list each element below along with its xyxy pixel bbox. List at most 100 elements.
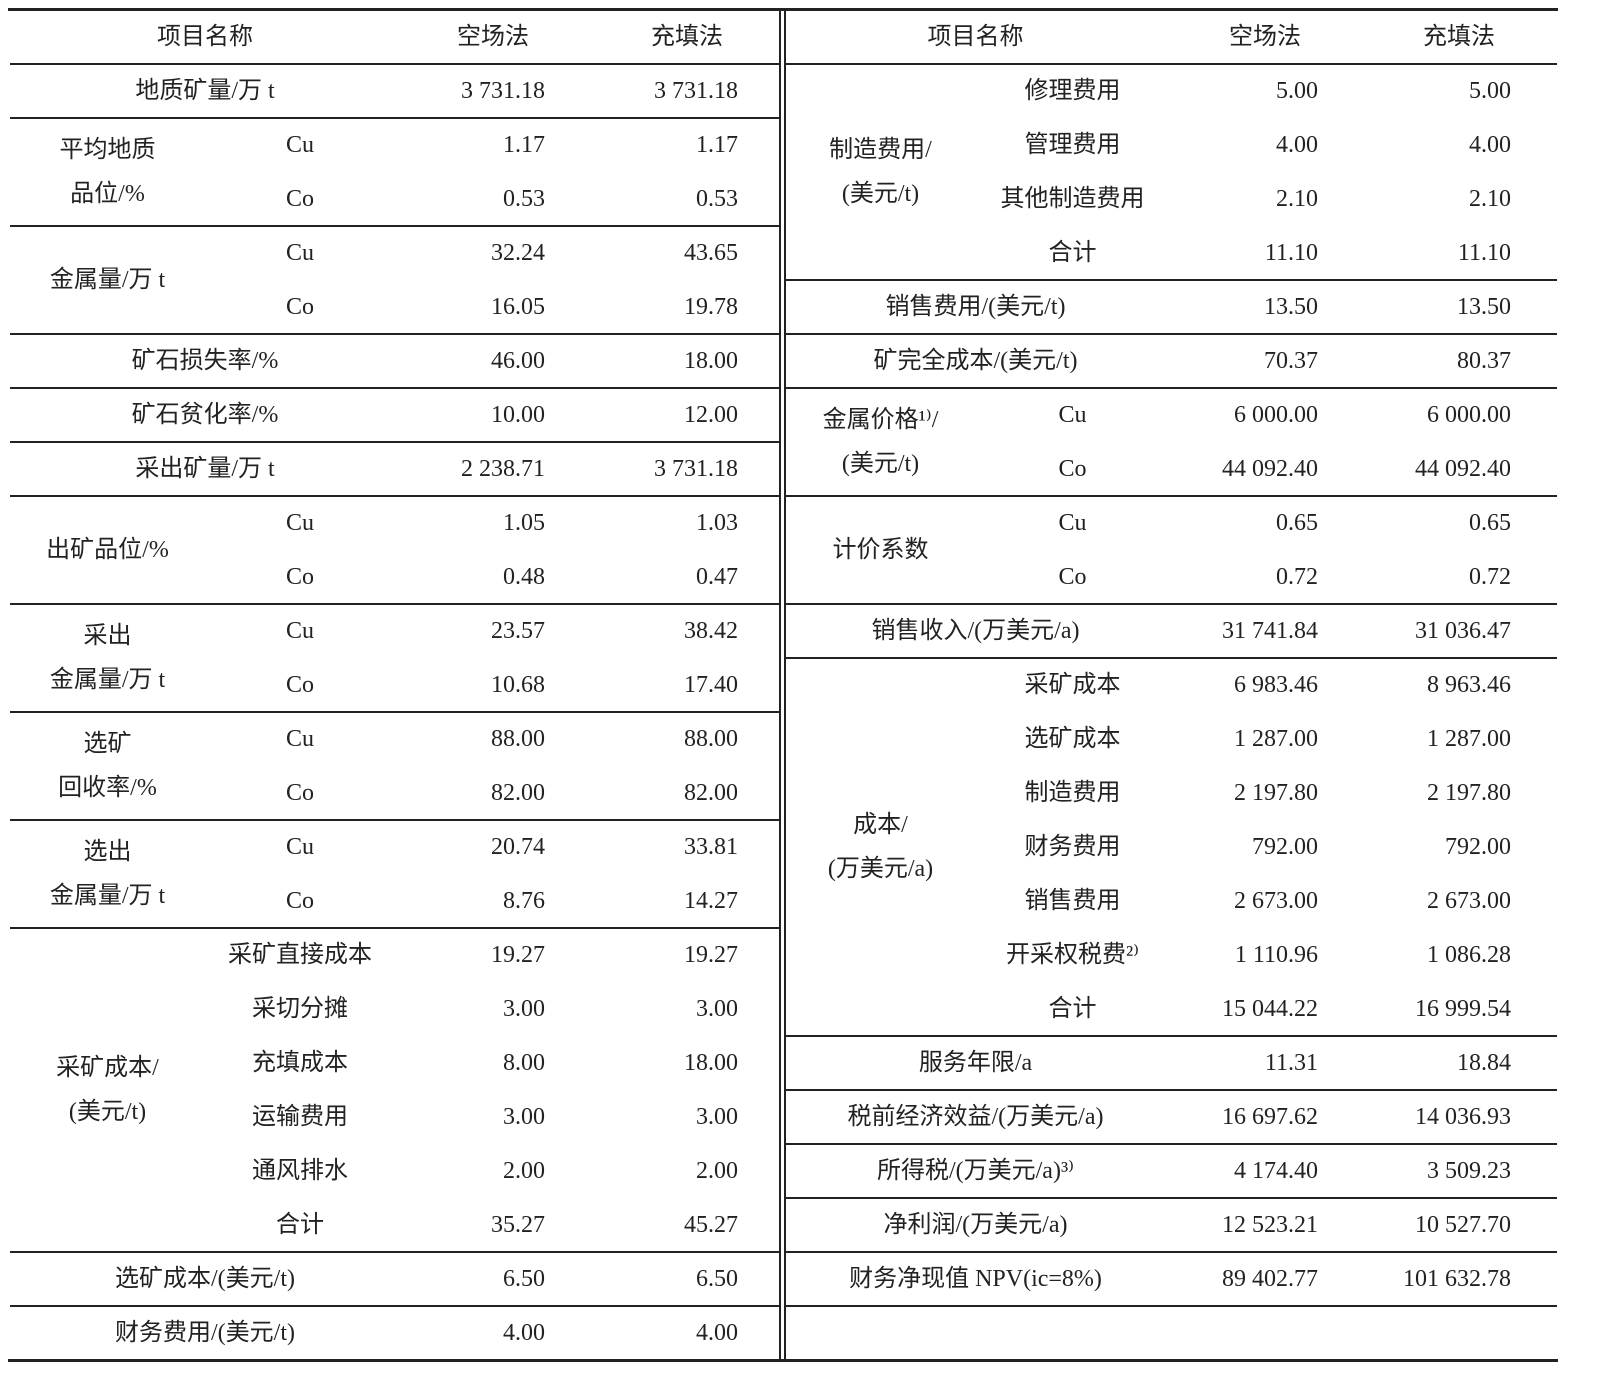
sub-label: Co: [285, 780, 314, 806]
sub-label: 开采权税费²⁾: [1005, 942, 1140, 968]
row-label: 采出矿量/万 t: [135, 456, 275, 482]
value-cell: 3.00: [696, 1104, 738, 1130]
value-cell: 1.17: [696, 132, 738, 158]
value-cell: 3 731.18: [654, 78, 738, 104]
value-cell: 35.27: [491, 1212, 545, 1238]
value-cell: 3 731.18: [461, 78, 545, 104]
value-cell: 19.27: [491, 942, 545, 968]
row-rule: [786, 1143, 1557, 1145]
sub-label: Co: [285, 888, 314, 914]
value-cell: 19.78: [684, 294, 738, 320]
value-cell: 16 999.54: [1415, 996, 1511, 1022]
value-cell: 11.10: [1457, 240, 1511, 266]
header-cell: 空场法: [1229, 24, 1301, 50]
value-cell: 18.84: [1457, 1050, 1511, 1076]
value-cell: 0.47: [696, 564, 738, 590]
row-rule: [786, 387, 1557, 389]
sub-label: Co: [1058, 456, 1087, 482]
header-cell: 项目名称: [927, 24, 1024, 50]
value-cell: 14 036.93: [1415, 1104, 1511, 1130]
row-rule: [786, 1035, 1557, 1037]
row-rule: [10, 819, 780, 821]
value-cell: 12.00: [684, 402, 738, 428]
row-label: 税前经济效益/(万美元/a): [847, 1104, 1104, 1130]
value-cell: 6.50: [696, 1266, 738, 1292]
value-cell: 14.27: [684, 888, 738, 914]
value-cell: 44 092.40: [1415, 456, 1511, 482]
value-cell: 6 000.00: [1234, 402, 1318, 428]
sub-label: Cu: [285, 510, 314, 536]
sub-label: Cu: [285, 618, 314, 644]
value-cell: 0.53: [696, 186, 738, 212]
row-label: 出矿品位/%: [46, 537, 169, 563]
row-label: 矿完全成本/(美元/t): [873, 348, 1078, 374]
header-rule: [786, 63, 1557, 65]
value-cell: 2 238.71: [461, 456, 545, 482]
sub-label: Co: [285, 564, 314, 590]
value-cell: 31 036.47: [1415, 618, 1511, 644]
row-rule: [10, 117, 780, 119]
bottom-rule: [8, 1359, 1558, 1362]
sub-label: Cu: [285, 240, 314, 266]
top-rule: [8, 8, 1558, 11]
value-cell: 12 523.21: [1222, 1212, 1318, 1238]
value-cell: 3.00: [696, 996, 738, 1022]
value-cell: 2.10: [1469, 186, 1511, 212]
value-cell: 2.10: [1276, 186, 1318, 212]
value-cell: 32.24: [491, 240, 545, 266]
value-cell: 792.00: [1445, 834, 1511, 860]
value-cell: 5.00: [1276, 78, 1318, 104]
value-cell: 0.72: [1276, 564, 1318, 590]
row-label: 采矿成本/ (美元/t): [56, 1055, 159, 1125]
header-cell: 充填法: [651, 24, 723, 50]
row-label: 销售收入/(万美元/a): [871, 618, 1080, 644]
value-cell: 38.42: [684, 618, 738, 644]
value-cell: 3 731.18: [654, 456, 738, 482]
row-rule: [10, 603, 780, 605]
row-label: 矿石贫化率/%: [131, 402, 279, 428]
sub-label: Co: [1058, 564, 1087, 590]
value-cell: 33.81: [684, 834, 738, 860]
value-cell: 0.65: [1469, 510, 1511, 536]
value-cell: 6 983.46: [1234, 672, 1318, 698]
value-cell: 10.68: [491, 672, 545, 698]
value-cell: 80.37: [1457, 348, 1511, 374]
row-label: 净利润/(万美元/a): [883, 1212, 1068, 1238]
sub-label: 采切分摊: [252, 996, 348, 1022]
value-cell: 18.00: [684, 1050, 738, 1076]
row-rule: [10, 1251, 780, 1253]
value-cell: 31 741.84: [1222, 618, 1318, 644]
sub-label: 通风排水: [252, 1158, 348, 1184]
value-cell: 1.17: [503, 132, 545, 158]
value-cell: 13.50: [1457, 294, 1511, 320]
row-rule: [786, 657, 1557, 659]
row-label: 金属价格¹⁾/ (美元/t): [822, 407, 939, 477]
sub-label: 制造费用: [1024, 780, 1121, 806]
row-label: 财务净现值 NPV(ic=8%): [849, 1266, 1102, 1292]
row-label: 选矿 回收率/%: [58, 731, 157, 801]
value-cell: 4.00: [696, 1320, 738, 1346]
value-cell: 2 197.80: [1427, 780, 1511, 806]
row-rule: [10, 387, 780, 389]
row-rule: [786, 333, 1557, 335]
value-cell: 11.31: [1264, 1050, 1318, 1076]
sub-label: 合计: [1048, 996, 1097, 1022]
value-cell: 2 673.00: [1427, 888, 1511, 914]
divider: [779, 10, 781, 1360]
row-rule: [786, 279, 1557, 281]
value-cell: 0.53: [503, 186, 545, 212]
row-rule: [10, 333, 780, 335]
value-cell: 8.76: [503, 888, 545, 914]
value-cell: 8.00: [503, 1050, 545, 1076]
sub-label: Cu: [285, 132, 314, 158]
sub-label: 管理费用: [1024, 132, 1121, 158]
row-label: 采出 金属量/万 t: [49, 623, 166, 693]
row-rule: [10, 225, 780, 227]
value-cell: 46.00: [491, 348, 545, 374]
row-rule: [10, 1305, 780, 1307]
value-cell: 1.03: [696, 510, 738, 536]
row-rule: [786, 495, 1557, 497]
value-cell: 0.72: [1469, 564, 1511, 590]
sub-label: Cu: [285, 726, 314, 752]
